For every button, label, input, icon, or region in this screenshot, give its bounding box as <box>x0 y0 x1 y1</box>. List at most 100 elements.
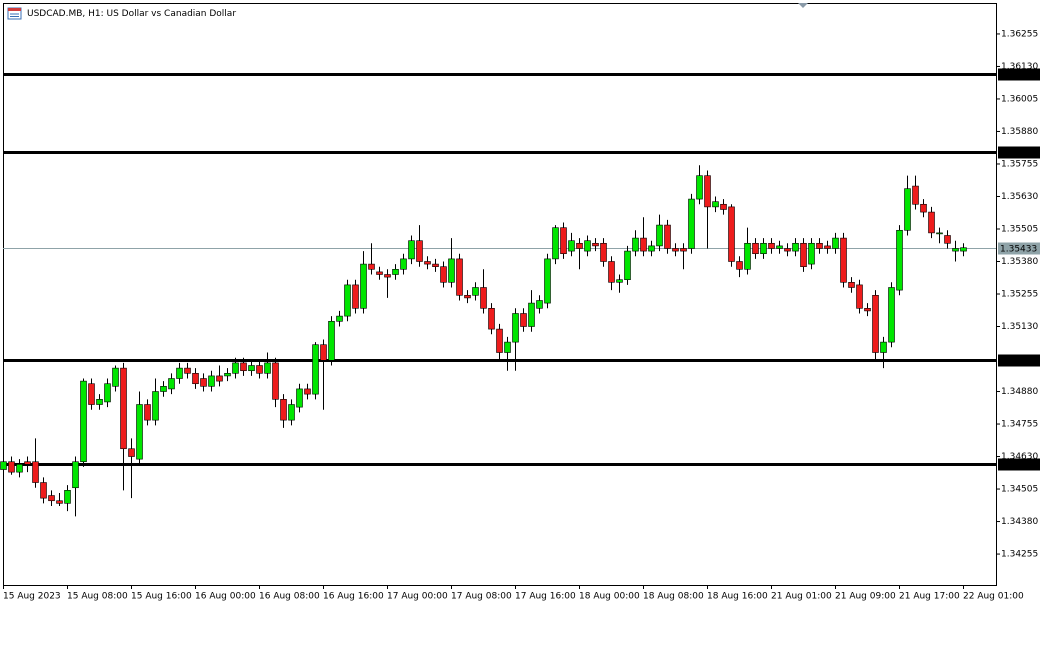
y-tick-label: 1.35505 <box>1001 224 1038 234</box>
shift-marker[interactable] <box>798 3 808 8</box>
candle-body <box>904 188 911 231</box>
candle-body <box>80 380 87 463</box>
candle-body <box>400 258 407 270</box>
candle-body <box>768 242 775 249</box>
candle-body <box>0 461 7 470</box>
candle-body <box>288 404 295 421</box>
y-tick-label: 1.34255 <box>1001 550 1038 560</box>
candle-body <box>440 266 447 283</box>
chart-title: USDCAD.MB, H1: US Dollar vs Canadian Dol… <box>27 9 236 19</box>
x-tick-label: 18 Aug 08:00 <box>643 592 704 602</box>
candle-body <box>40 482 47 499</box>
candle-body <box>896 229 903 291</box>
candle-body <box>272 362 279 400</box>
x-tick-label: 17 Aug 08:00 <box>451 592 512 602</box>
candle-body <box>808 242 815 265</box>
candle-body <box>336 315 343 322</box>
candle-body <box>888 287 895 343</box>
candle-body <box>760 242 767 254</box>
candle-body <box>728 206 735 262</box>
candle-body <box>320 344 327 361</box>
x-tick-label: 21 Aug 01:00 <box>771 592 832 602</box>
candle-body <box>744 242 751 270</box>
candle-body <box>32 461 39 483</box>
candle-body <box>872 295 879 353</box>
candle-body <box>672 248 679 252</box>
candle-body <box>216 375 223 382</box>
candle-body <box>424 261 431 265</box>
candle-body <box>528 302 535 327</box>
candle-body <box>344 284 351 317</box>
candle-body <box>856 284 863 309</box>
candle-body <box>480 287 487 309</box>
candle-body <box>296 388 303 408</box>
candle-body <box>800 242 807 267</box>
candle-body <box>608 261 615 283</box>
candle-body <box>816 242 823 249</box>
candle-body <box>464 295 471 299</box>
candle-body <box>920 203 927 213</box>
y-tick-label: 1.35380 <box>1001 257 1038 267</box>
x-tick-label: 15 Aug 16:00 <box>131 592 192 602</box>
candle-body <box>304 388 311 395</box>
current-price-box <box>998 242 1040 255</box>
candle-body <box>368 263 375 270</box>
candle-body <box>376 271 383 275</box>
candle-body <box>616 279 623 283</box>
candle-body <box>840 237 847 283</box>
candle-body <box>624 250 631 280</box>
candle-body <box>576 242 583 249</box>
candle-body <box>72 461 79 489</box>
candle-body <box>240 362 247 372</box>
level-label: 1.36100 <box>1000 71 1037 81</box>
candle-body <box>160 386 167 392</box>
candle-body <box>568 240 575 252</box>
candle-body <box>280 399 287 421</box>
candle-body <box>152 391 159 421</box>
candle-body <box>496 328 503 353</box>
candle-body <box>736 261 743 270</box>
level-label-box <box>998 458 1040 471</box>
level-label-box <box>998 354 1040 367</box>
candle-body <box>912 185 919 205</box>
candle-body <box>48 495 55 502</box>
x-tick-label: 17 Aug 16:00 <box>515 592 576 602</box>
candle-body <box>488 308 495 330</box>
candle-body <box>184 367 191 374</box>
candle-body <box>928 211 935 234</box>
candle-body <box>848 281 855 288</box>
level-label-box <box>998 68 1040 81</box>
candle-body <box>520 313 527 327</box>
candle-body <box>792 242 799 252</box>
candle-body <box>144 404 151 421</box>
y-tick-label: 1.36005 <box>1001 94 1038 104</box>
candle-body <box>696 175 703 200</box>
candle-body <box>680 248 687 252</box>
candle-body <box>64 490 71 504</box>
level-label: 1.35000 <box>1000 357 1037 367</box>
candle-body <box>752 242 759 254</box>
y-tick-label: 1.36130 <box>1001 62 1038 72</box>
candle-body <box>120 367 127 450</box>
y-tick-label: 1.34880 <box>1001 387 1038 397</box>
candle-body <box>384 274 391 278</box>
candle-body <box>560 227 567 254</box>
candle-body <box>648 245 655 252</box>
candle-body <box>536 300 543 309</box>
candle-body <box>256 365 263 374</box>
x-tick-label: 16 Aug 00:00 <box>195 592 256 602</box>
candle-body <box>104 383 111 403</box>
candle-body <box>600 242 607 262</box>
candle-body <box>192 373 199 385</box>
level-label: 1.34600 <box>1000 461 1037 471</box>
candle-body <box>504 341 511 353</box>
candle-body <box>352 284 359 309</box>
candle-body <box>264 362 271 374</box>
x-tick-label: 18 Aug 16:00 <box>707 592 768 602</box>
candle-body <box>8 461 15 473</box>
candle-body <box>632 237 639 252</box>
x-tick-label: 16 Aug 16:00 <box>323 592 384 602</box>
x-tick-label: 17 Aug 00:00 <box>387 592 448 602</box>
candle-body <box>136 404 143 460</box>
candle-body <box>208 375 215 387</box>
